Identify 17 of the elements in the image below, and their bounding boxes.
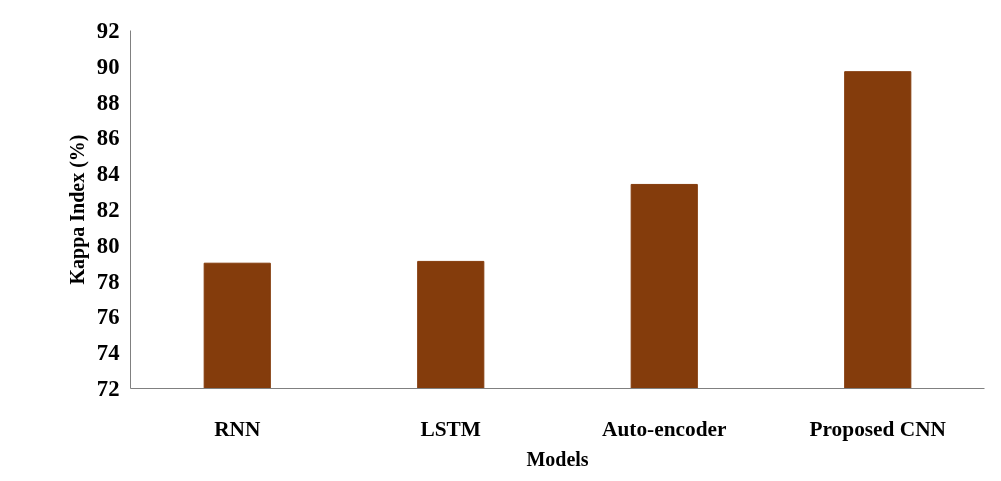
y-tick-label: 78 [96, 268, 120, 294]
y-tick-label: 82 [96, 197, 120, 222]
y-tick-label: 86 [96, 125, 120, 151]
x-tick-label: RNN [214, 416, 261, 441]
y-tick-label: 84 [96, 161, 120, 187]
y-tick-label: 72 [96, 376, 120, 401]
y-tick-label: 90 [96, 53, 120, 79]
x-axis-title: Models [526, 447, 589, 470]
y-axis-title: Kappa Index (%) [65, 134, 89, 285]
y-tick-label: 92 [96, 18, 120, 43]
x-tick-label: LSTM [420, 416, 481, 441]
x-tick-label: Auto-encoder [602, 416, 727, 441]
x-tick-label: Proposed CNN [809, 416, 947, 441]
y-tick-label: 76 [96, 304, 120, 330]
y-tick-label: 74 [96, 340, 120, 366]
y-tick-label: 88 [96, 89, 120, 115]
y-tick-label: 80 [96, 232, 120, 258]
